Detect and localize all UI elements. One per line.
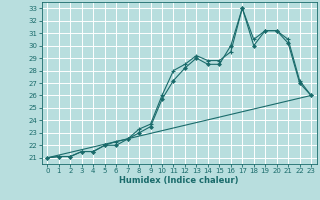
X-axis label: Humidex (Indice chaleur): Humidex (Indice chaleur) [119, 176, 239, 185]
